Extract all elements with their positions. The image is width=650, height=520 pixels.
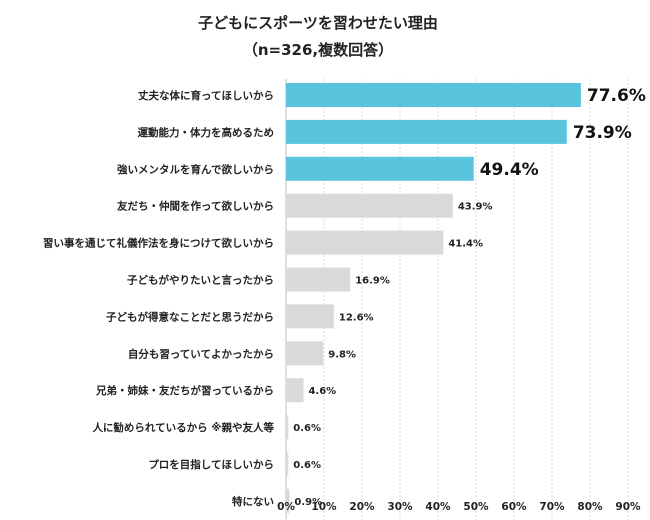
x-tick-label: 40%	[425, 501, 451, 513]
value-label: 4.6%	[308, 386, 336, 397]
category-label: 運動能力・体力を高めるため	[138, 126, 275, 139]
category-label: 子どもがやりたいと言ったから	[127, 274, 274, 287]
category-labels: 丈夫な体に育ってほしいから運動能力・体力を高めるため強いメンタルを育んで欲しいか…	[43, 89, 274, 508]
x-tick-label: 70%	[539, 501, 565, 513]
x-tick-label: 0%	[277, 501, 295, 513]
value-label: 49.4%	[480, 160, 539, 180]
x-tick-label: 10%	[311, 501, 337, 513]
value-label: 43.9%	[458, 202, 493, 213]
bar	[286, 193, 453, 218]
x-tick-label: 20%	[349, 501, 375, 513]
x-tick-label: 80%	[577, 501, 603, 513]
bar	[286, 83, 581, 107]
bar	[286, 267, 351, 292]
value-label: 0.9%	[294, 497, 322, 508]
value-label: 0.6%	[293, 423, 321, 434]
value-label: 9.8%	[328, 349, 356, 360]
value-labels: 77.6% 73.9% 49.4% 43.9% 41.4% 16.9% 12.6% 9.8% 4…	[293, 86, 646, 508]
value-label: 12.6%	[339, 312, 374, 323]
category-label: 友だち・仲間を作って欲しいから	[116, 200, 274, 213]
bar	[286, 304, 334, 329]
bar	[286, 156, 474, 181]
value-label: 77.6%	[587, 86, 646, 106]
chart-subtitle: （n=326,複数回答）	[243, 41, 393, 59]
bar	[286, 119, 567, 144]
x-tick-label: 30%	[387, 501, 413, 513]
bar	[286, 452, 289, 476]
x-tick-label: 90%	[615, 501, 641, 513]
category-label: 強いメンタルを育んで欲しいから	[117, 163, 274, 176]
x-tick-label: 60%	[501, 501, 527, 513]
bar	[286, 488, 290, 513]
category-label: 自分も習っていてよかったから	[128, 347, 274, 360]
category-label: 習い事を通じて礼儀作法を身につけて欲しいから	[43, 237, 274, 250]
bars	[286, 83, 581, 513]
x-tick-label: 50%	[463, 501, 489, 513]
value-label: 16.9%	[355, 276, 390, 287]
chart-title: 子どもにスポーツを習わせたい理由	[198, 14, 438, 32]
value-label: 0.6%	[293, 460, 321, 471]
bar	[286, 230, 444, 255]
category-label: プロを目指してほしいから	[148, 458, 274, 471]
bar	[286, 378, 304, 403]
category-label: 子どもが得意なことだと思うだから	[106, 310, 274, 323]
bar	[286, 415, 289, 440]
category-label: 丈夫な体に育ってほしいから	[138, 89, 274, 102]
category-label: 人に勧められているから ※親や友人等	[92, 421, 274, 434]
value-label: 73.9%	[573, 123, 632, 143]
category-label: 兄弟・姉妹・友だちが習っているから	[95, 384, 274, 397]
bar	[286, 341, 324, 366]
category-label: 特にない	[232, 495, 274, 508]
x-axis-ticks: 0% 10% 20% 30% 40% 50% 60% 70% 80% 90%	[277, 501, 641, 513]
grid-lines	[285, 79, 629, 520]
value-label: 41.4%	[448, 239, 483, 250]
